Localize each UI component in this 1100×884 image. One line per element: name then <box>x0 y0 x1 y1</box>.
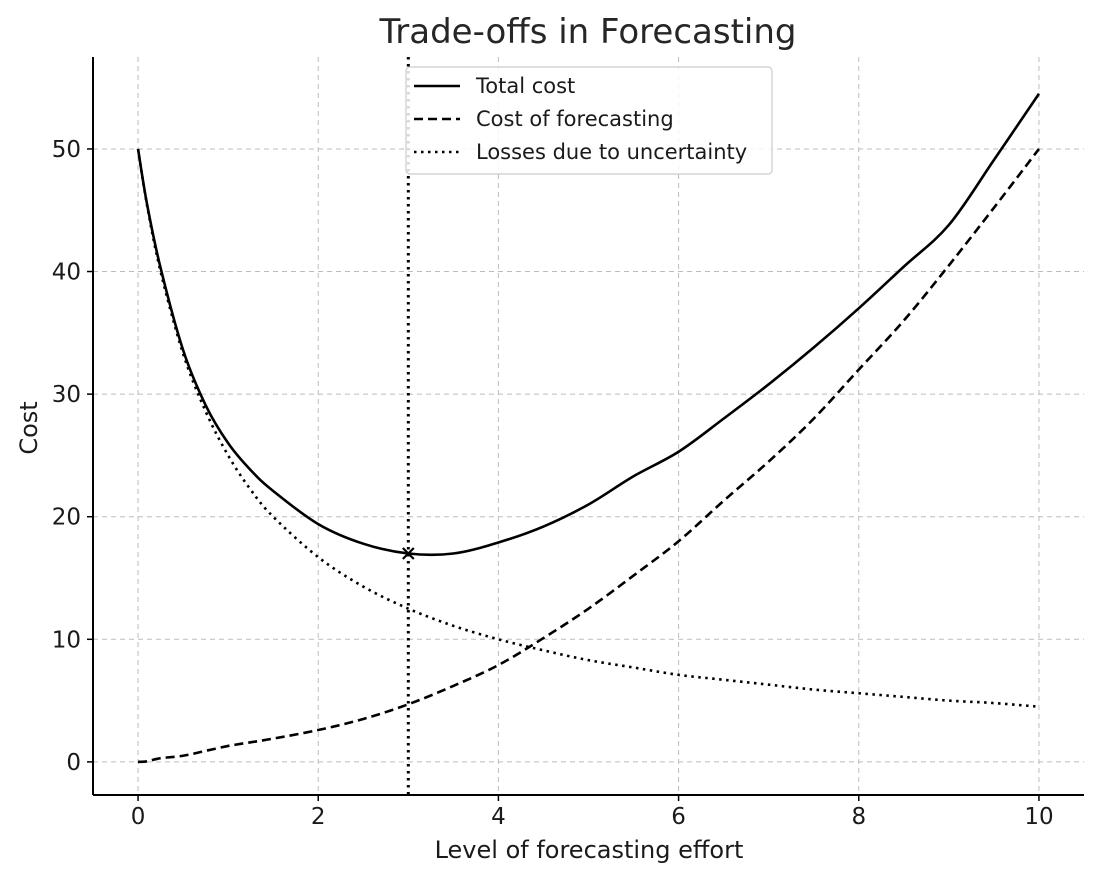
x-axis-label: Level of forecasting effort <box>435 836 744 864</box>
annotations <box>402 57 415 795</box>
optimum-marker <box>402 547 415 560</box>
x-tick-label: 8 <box>851 804 866 830</box>
x-tick-label: 2 <box>311 804 326 830</box>
series-line-cost-of-forecasting <box>137 148 1040 764</box>
legend-label: Losses due to uncertainty <box>476 140 747 164</box>
x-tick-label: 10 <box>1024 804 1053 830</box>
legend: Total cost Cost of forecasting Losses due … <box>405 66 773 175</box>
y-tick-label: 40 <box>52 260 81 286</box>
legend-box <box>405 66 773 175</box>
series-line-total-cost <box>136 93 1041 557</box>
y-tick-label: 30 <box>52 382 81 408</box>
y-tick-label: 20 <box>52 505 81 531</box>
x-tick-label: 6 <box>671 804 686 830</box>
grid <box>93 57 1084 795</box>
y-tick-label: 10 <box>52 627 81 653</box>
optimum-marker-stroke <box>402 547 415 560</box>
legend-label: Cost of forecasting <box>476 107 674 131</box>
x-tick-label: 4 <box>491 804 506 830</box>
tick-labels: 0 2 4 6 8 10 0 10 20 30 40 50 <box>52 137 1054 830</box>
legend-label: Total cost <box>475 74 575 98</box>
y-tick-label: 50 <box>52 137 81 163</box>
plot-series <box>136 93 1041 764</box>
axes <box>87 57 1084 801</box>
series-line-losses-due-to-uncertainty <box>136 148 1040 709</box>
y-axis-label: Cost <box>15 401 43 454</box>
x-tick-label: 0 <box>131 804 146 830</box>
chart-title: Trade-offs in Forecasting <box>379 12 797 52</box>
y-tick-label: 0 <box>66 750 81 776</box>
